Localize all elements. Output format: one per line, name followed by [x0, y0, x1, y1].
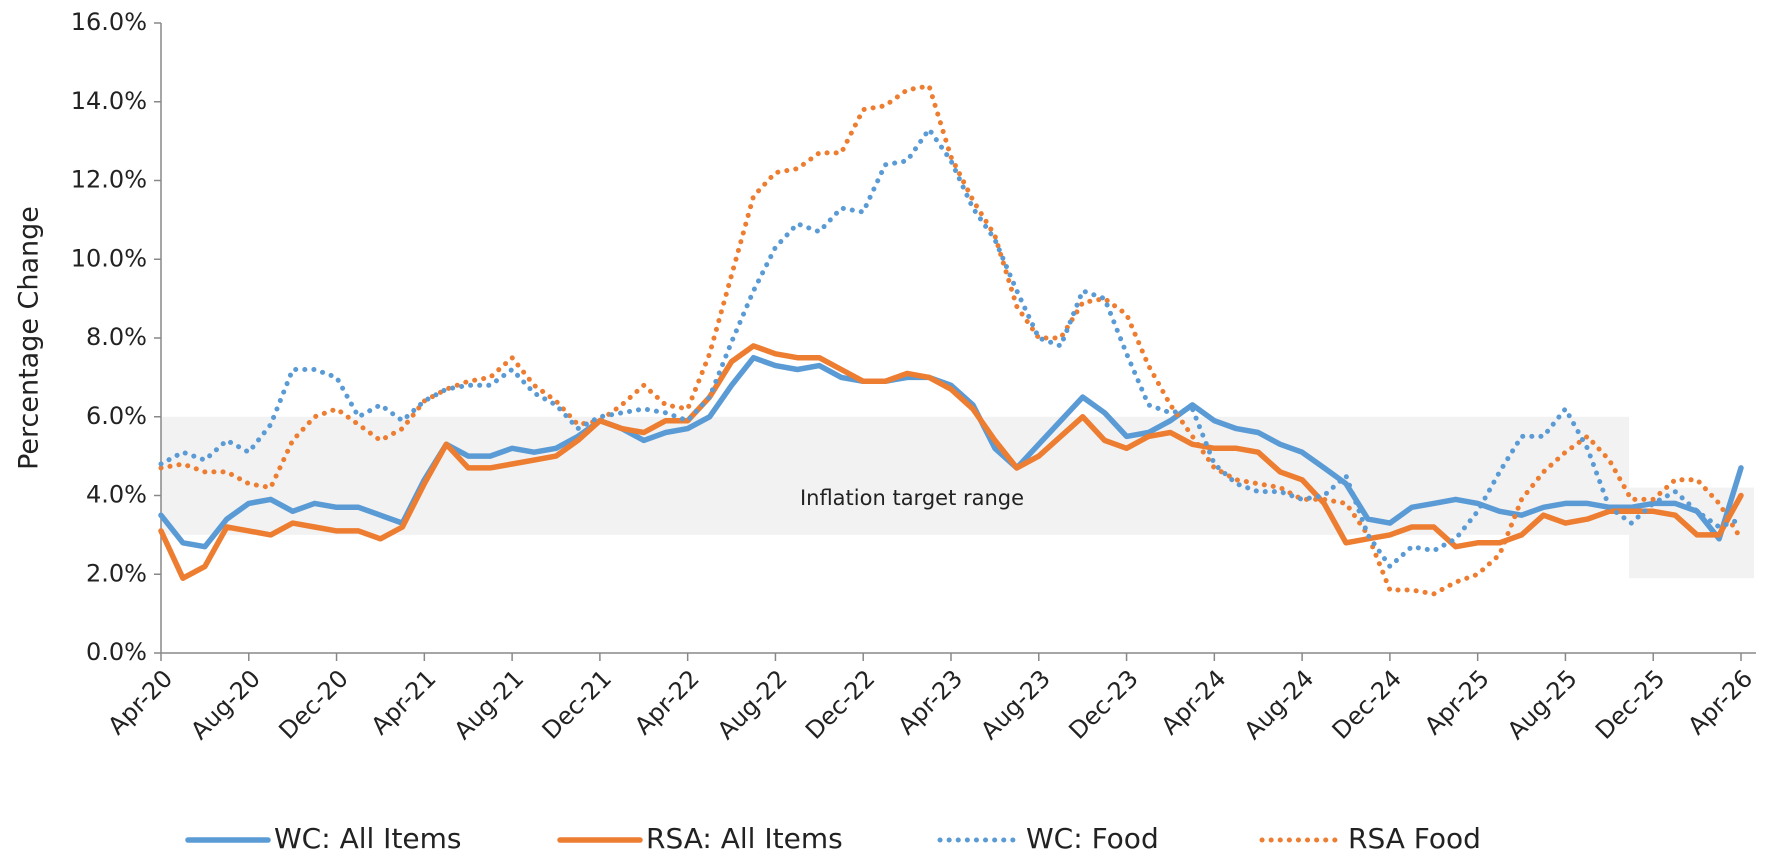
- y-axis-label: Percentage Change: [14, 206, 45, 470]
- legend-label: WC: Food: [1026, 822, 1159, 855]
- y-tick-label: 8.0%: [86, 323, 147, 351]
- x-tick-label: Apr-21: [366, 664, 442, 740]
- x-tick-label: Aug-23: [975, 664, 1056, 745]
- x-tick-label: Aug-24: [1239, 664, 1320, 745]
- y-tick-label: 16.0%: [71, 8, 147, 36]
- x-tick-label: Dec-23: [1063, 664, 1143, 744]
- annotation: Inflation target range: [800, 486, 1024, 510]
- x-tick-label: Dec-20: [273, 664, 353, 744]
- x-tick-label: Aug-25: [1502, 664, 1583, 745]
- x-tick-label: Dec-21: [537, 664, 617, 744]
- x-tick-label: Apr-26: [1682, 664, 1758, 740]
- y-tick-label: 10.0%: [71, 244, 147, 272]
- x-tick-label: Apr-23: [892, 664, 968, 740]
- x-tick-label: Apr-22: [629, 664, 705, 740]
- x-tick-label: Apr-20: [102, 664, 178, 740]
- legend-label: RSA: All Items: [646, 822, 843, 855]
- x-tick-label: Aug-22: [712, 664, 793, 745]
- x-tick-label: Aug-20: [185, 664, 266, 745]
- y-tick-label: 4.0%: [86, 481, 147, 509]
- x-tick-label: Aug-21: [449, 664, 530, 745]
- x-tick-label: Dec-25: [1590, 664, 1670, 744]
- y-tick-label: 14.0%: [71, 87, 147, 115]
- series-line: [158, 83, 1744, 597]
- y-tick-label: 12.0%: [71, 166, 147, 194]
- y-tick-label: 2.0%: [86, 559, 147, 587]
- y-tick-label: 0.0%: [86, 638, 147, 666]
- legend-label: WC: All Items: [274, 822, 462, 855]
- x-tick-label: Apr-24: [1156, 664, 1232, 740]
- legend-label: RSA Food: [1348, 822, 1481, 855]
- series-line: [158, 126, 1744, 569]
- series-line: [158, 343, 1744, 581]
- x-tick-label: Dec-24: [1327, 664, 1407, 744]
- y-tick-label: 6.0%: [86, 402, 147, 430]
- x-tick-label: Dec-22: [800, 664, 880, 744]
- x-tick-label: Apr-25: [1419, 664, 1495, 740]
